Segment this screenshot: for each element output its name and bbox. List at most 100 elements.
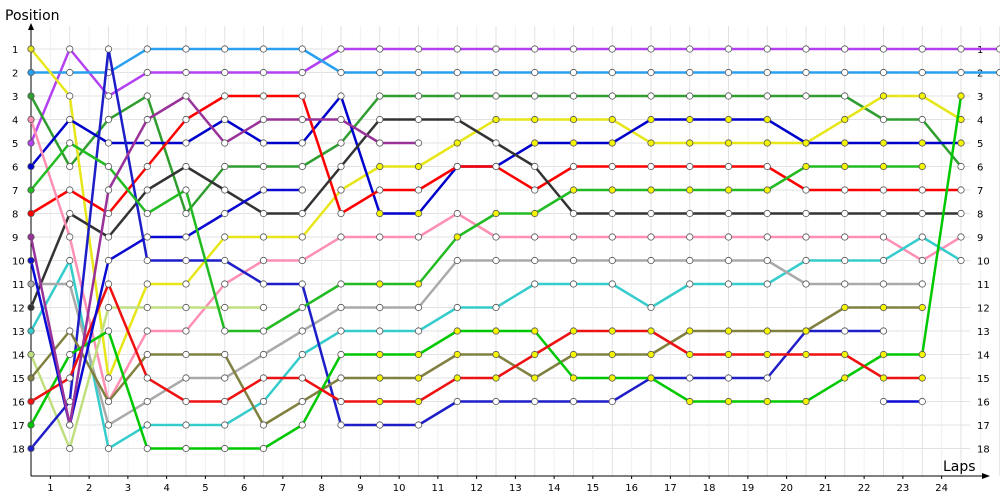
- data-point: [531, 374, 539, 382]
- data-point: [66, 162, 74, 171]
- y-tick-label-right: 18: [977, 445, 990, 456]
- data-point: [143, 162, 151, 171]
- data-point: [221, 233, 229, 241]
- data-point: [182, 350, 190, 359]
- data-point: [918, 139, 926, 147]
- data-point: [918, 233, 926, 241]
- data-point: [918, 45, 926, 53]
- data-point: [337, 68, 345, 77]
- data-point: [879, 139, 888, 147]
- data-point: [414, 139, 423, 147]
- data-point: [569, 186, 578, 194]
- data-point: [608, 186, 616, 194]
- data-point: [221, 162, 229, 171]
- data-point: [453, 68, 461, 77]
- data-point: [27, 68, 35, 77]
- data-point: [27, 186, 35, 194]
- series-lines: [27, 45, 1000, 453]
- data-point: [957, 209, 965, 218]
- data-point: [879, 45, 888, 53]
- data-point: [608, 280, 616, 288]
- data-point: [66, 92, 74, 100]
- data-point: [414, 68, 423, 77]
- data-point: [182, 397, 190, 406]
- data-point: [841, 186, 849, 194]
- data-point: [298, 350, 306, 359]
- data-point: [27, 421, 35, 429]
- data-point: [492, 68, 500, 77]
- data-point: [143, 374, 151, 382]
- y-tick-label-right: 6: [977, 163, 983, 174]
- data-point: [66, 45, 74, 53]
- data-point: [376, 280, 384, 288]
- data-point: [414, 421, 423, 429]
- data-point: [143, 280, 151, 288]
- data-point: [376, 115, 384, 124]
- y-tick-label-right: 12: [977, 304, 990, 315]
- data-point: [686, 209, 694, 218]
- data-point: [608, 397, 616, 406]
- data-point: [763, 115, 771, 124]
- data-point: [453, 92, 461, 100]
- series-line: [30, 306, 923, 427]
- data-point: [569, 115, 578, 124]
- data-point: [918, 303, 926, 312]
- y-tick-label-left: 7: [12, 186, 18, 197]
- data-point: [27, 209, 35, 218]
- data-point: [66, 280, 74, 288]
- data-point: [879, 186, 888, 194]
- data-point: [841, 350, 849, 359]
- data-point: [647, 92, 655, 100]
- data-point: [143, 421, 151, 429]
- y-tick-label-right: 8: [977, 210, 983, 221]
- series-14: [27, 92, 965, 453]
- data-point: [337, 139, 345, 147]
- data-point: [608, 139, 616, 147]
- data-point: [569, 45, 578, 53]
- data-point: [259, 209, 268, 218]
- data-point: [453, 303, 461, 312]
- data-point: [66, 186, 74, 194]
- data-point: [337, 209, 345, 218]
- data-point: [531, 350, 539, 359]
- data-point: [182, 186, 190, 194]
- data-point: [531, 280, 539, 288]
- series-line: [31, 47, 1000, 74]
- data-point: [724, 256, 733, 265]
- data-point: [66, 421, 74, 429]
- data-point: [376, 327, 384, 335]
- data-point: [143, 209, 151, 218]
- data-point: [414, 280, 423, 288]
- data-point: [259, 68, 268, 77]
- data-point: [802, 139, 810, 147]
- x-tick-label: 17: [664, 483, 677, 494]
- data-point: [104, 421, 113, 429]
- data-point: [453, 397, 461, 406]
- x-axis-arrow: [982, 473, 990, 479]
- data-point: [414, 397, 423, 406]
- data-point: [182, 233, 190, 241]
- data-point: [724, 327, 733, 335]
- data-point: [918, 162, 926, 171]
- data-point: [104, 327, 113, 335]
- data-point: [221, 186, 229, 194]
- data-point: [259, 186, 268, 194]
- data-point: [221, 115, 229, 124]
- data-point: [996, 68, 1000, 77]
- data-point: [414, 374, 423, 382]
- data-point: [802, 209, 810, 218]
- data-point: [647, 162, 655, 171]
- y-tick-label-left: 14: [12, 351, 25, 362]
- data-point: [66, 68, 74, 77]
- data-point: [414, 162, 423, 171]
- data-point: [841, 68, 849, 77]
- data-point: [27, 233, 35, 241]
- data-point: [569, 162, 578, 171]
- data-point: [879, 233, 888, 241]
- y-tick-label-left: 16: [12, 398, 25, 409]
- data-point: [337, 350, 345, 359]
- data-point: [182, 209, 190, 218]
- data-point: [143, 256, 151, 265]
- series-11: [27, 303, 268, 453]
